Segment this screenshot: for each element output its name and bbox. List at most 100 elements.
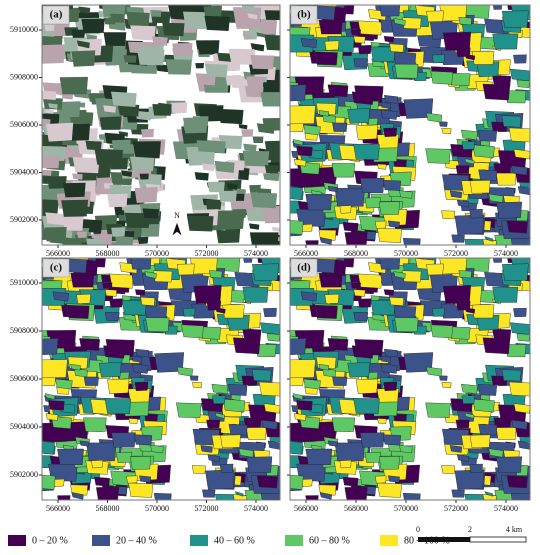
field-patch — [290, 220, 304, 235]
field-patch — [469, 180, 491, 194]
field-patch — [471, 304, 495, 319]
field-patch — [425, 148, 451, 164]
field-patch — [59, 76, 88, 95]
field-patch — [131, 355, 143, 363]
scale-seg — [418, 537, 470, 542]
field-patch — [517, 186, 530, 196]
map-area — [290, 258, 530, 500]
field-patch — [296, 146, 313, 157]
field-patch — [495, 172, 517, 186]
field-patch — [222, 398, 246, 413]
field-patch — [200, 445, 213, 453]
field-patch — [501, 115, 522, 128]
field-patch — [76, 231, 87, 238]
field-patch — [501, 369, 522, 382]
map-area — [290, 5, 530, 245]
field-patch — [264, 165, 279, 174]
field-patch — [355, 378, 379, 395]
x-tick-label: 572000 — [195, 249, 219, 258]
field-patch — [57, 448, 84, 465]
field-patch — [86, 442, 117, 462]
y-tick-label: 5906000 — [10, 374, 38, 383]
field-patch — [76, 102, 86, 108]
field-patch — [205, 199, 222, 211]
field-patch — [469, 208, 483, 219]
field-patch — [484, 491, 494, 497]
field-patch — [249, 232, 279, 245]
field-patch — [232, 337, 261, 355]
field-patch — [186, 215, 214, 232]
field-patch — [425, 402, 451, 419]
field-patch — [319, 492, 333, 500]
y-tick-label: 5906000 — [10, 120, 38, 129]
field-patch — [477, 384, 498, 396]
field-patch — [96, 486, 120, 500]
field-patch — [501, 263, 529, 282]
field-patch — [461, 383, 478, 395]
field-patch — [492, 258, 503, 263]
field-patch — [478, 423, 498, 436]
field-patch — [322, 114, 337, 124]
x-tick-label: 572000 — [444, 504, 468, 513]
field-patch — [57, 495, 71, 500]
field-patch — [170, 102, 188, 114]
field-patch — [78, 6, 91, 14]
field-patch — [324, 40, 340, 51]
field-patch — [44, 24, 55, 31]
field-patch — [183, 123, 194, 131]
field-patch — [359, 177, 385, 194]
y-tick-label: 5904000 — [10, 422, 38, 431]
field-patch — [290, 475, 304, 490]
field-patch — [492, 5, 503, 10]
field-patch — [72, 173, 83, 180]
field-patch — [194, 172, 209, 181]
panel-label: (a) — [50, 9, 63, 21]
field-patch — [439, 375, 448, 381]
field-patch — [455, 419, 470, 429]
field-patch — [232, 209, 247, 219]
x-tick-label: 570000 — [394, 249, 418, 258]
x-tick-label: 568000 — [344, 249, 368, 258]
field-patch — [496, 201, 523, 219]
field-patch — [318, 110, 330, 117]
field-patch — [290, 186, 303, 201]
field-patch — [377, 227, 402, 243]
field-patch — [300, 38, 318, 49]
field-patch — [207, 181, 225, 193]
field-patch — [296, 400, 313, 411]
field-patch — [115, 236, 134, 245]
field-patch — [234, 491, 244, 497]
panel-label-box — [290, 258, 318, 278]
field-patch — [87, 258, 97, 262]
field-patch — [107, 193, 128, 208]
field-patch — [456, 199, 470, 208]
field-patch — [393, 52, 417, 66]
field-patch — [66, 304, 90, 319]
field-patch — [432, 307, 445, 317]
field-patch — [150, 444, 164, 454]
field-patch — [336, 258, 345, 262]
field-patch — [214, 160, 235, 173]
field-patch — [260, 322, 280, 335]
field-patch — [104, 289, 117, 297]
x-tick-label: 568000 — [96, 249, 120, 258]
field-patch — [150, 10, 162, 17]
field-patch — [215, 226, 241, 244]
field-patch — [109, 298, 123, 308]
field-patch — [364, 451, 381, 463]
y-tick-label: 5902000 — [10, 470, 38, 479]
x-tick-label: 570000 — [145, 249, 169, 258]
field-patch — [98, 362, 122, 378]
field-patch — [290, 359, 316, 378]
field-patch — [451, 234, 465, 243]
field-patch — [195, 63, 204, 69]
field-patch — [176, 402, 202, 419]
field-patch — [206, 419, 221, 429]
field-patch — [331, 417, 356, 432]
field-patch — [256, 475, 278, 489]
field-patch — [91, 459, 104, 469]
field-patch — [382, 179, 402, 191]
field-patch — [458, 16, 472, 26]
field-patch — [342, 476, 359, 487]
